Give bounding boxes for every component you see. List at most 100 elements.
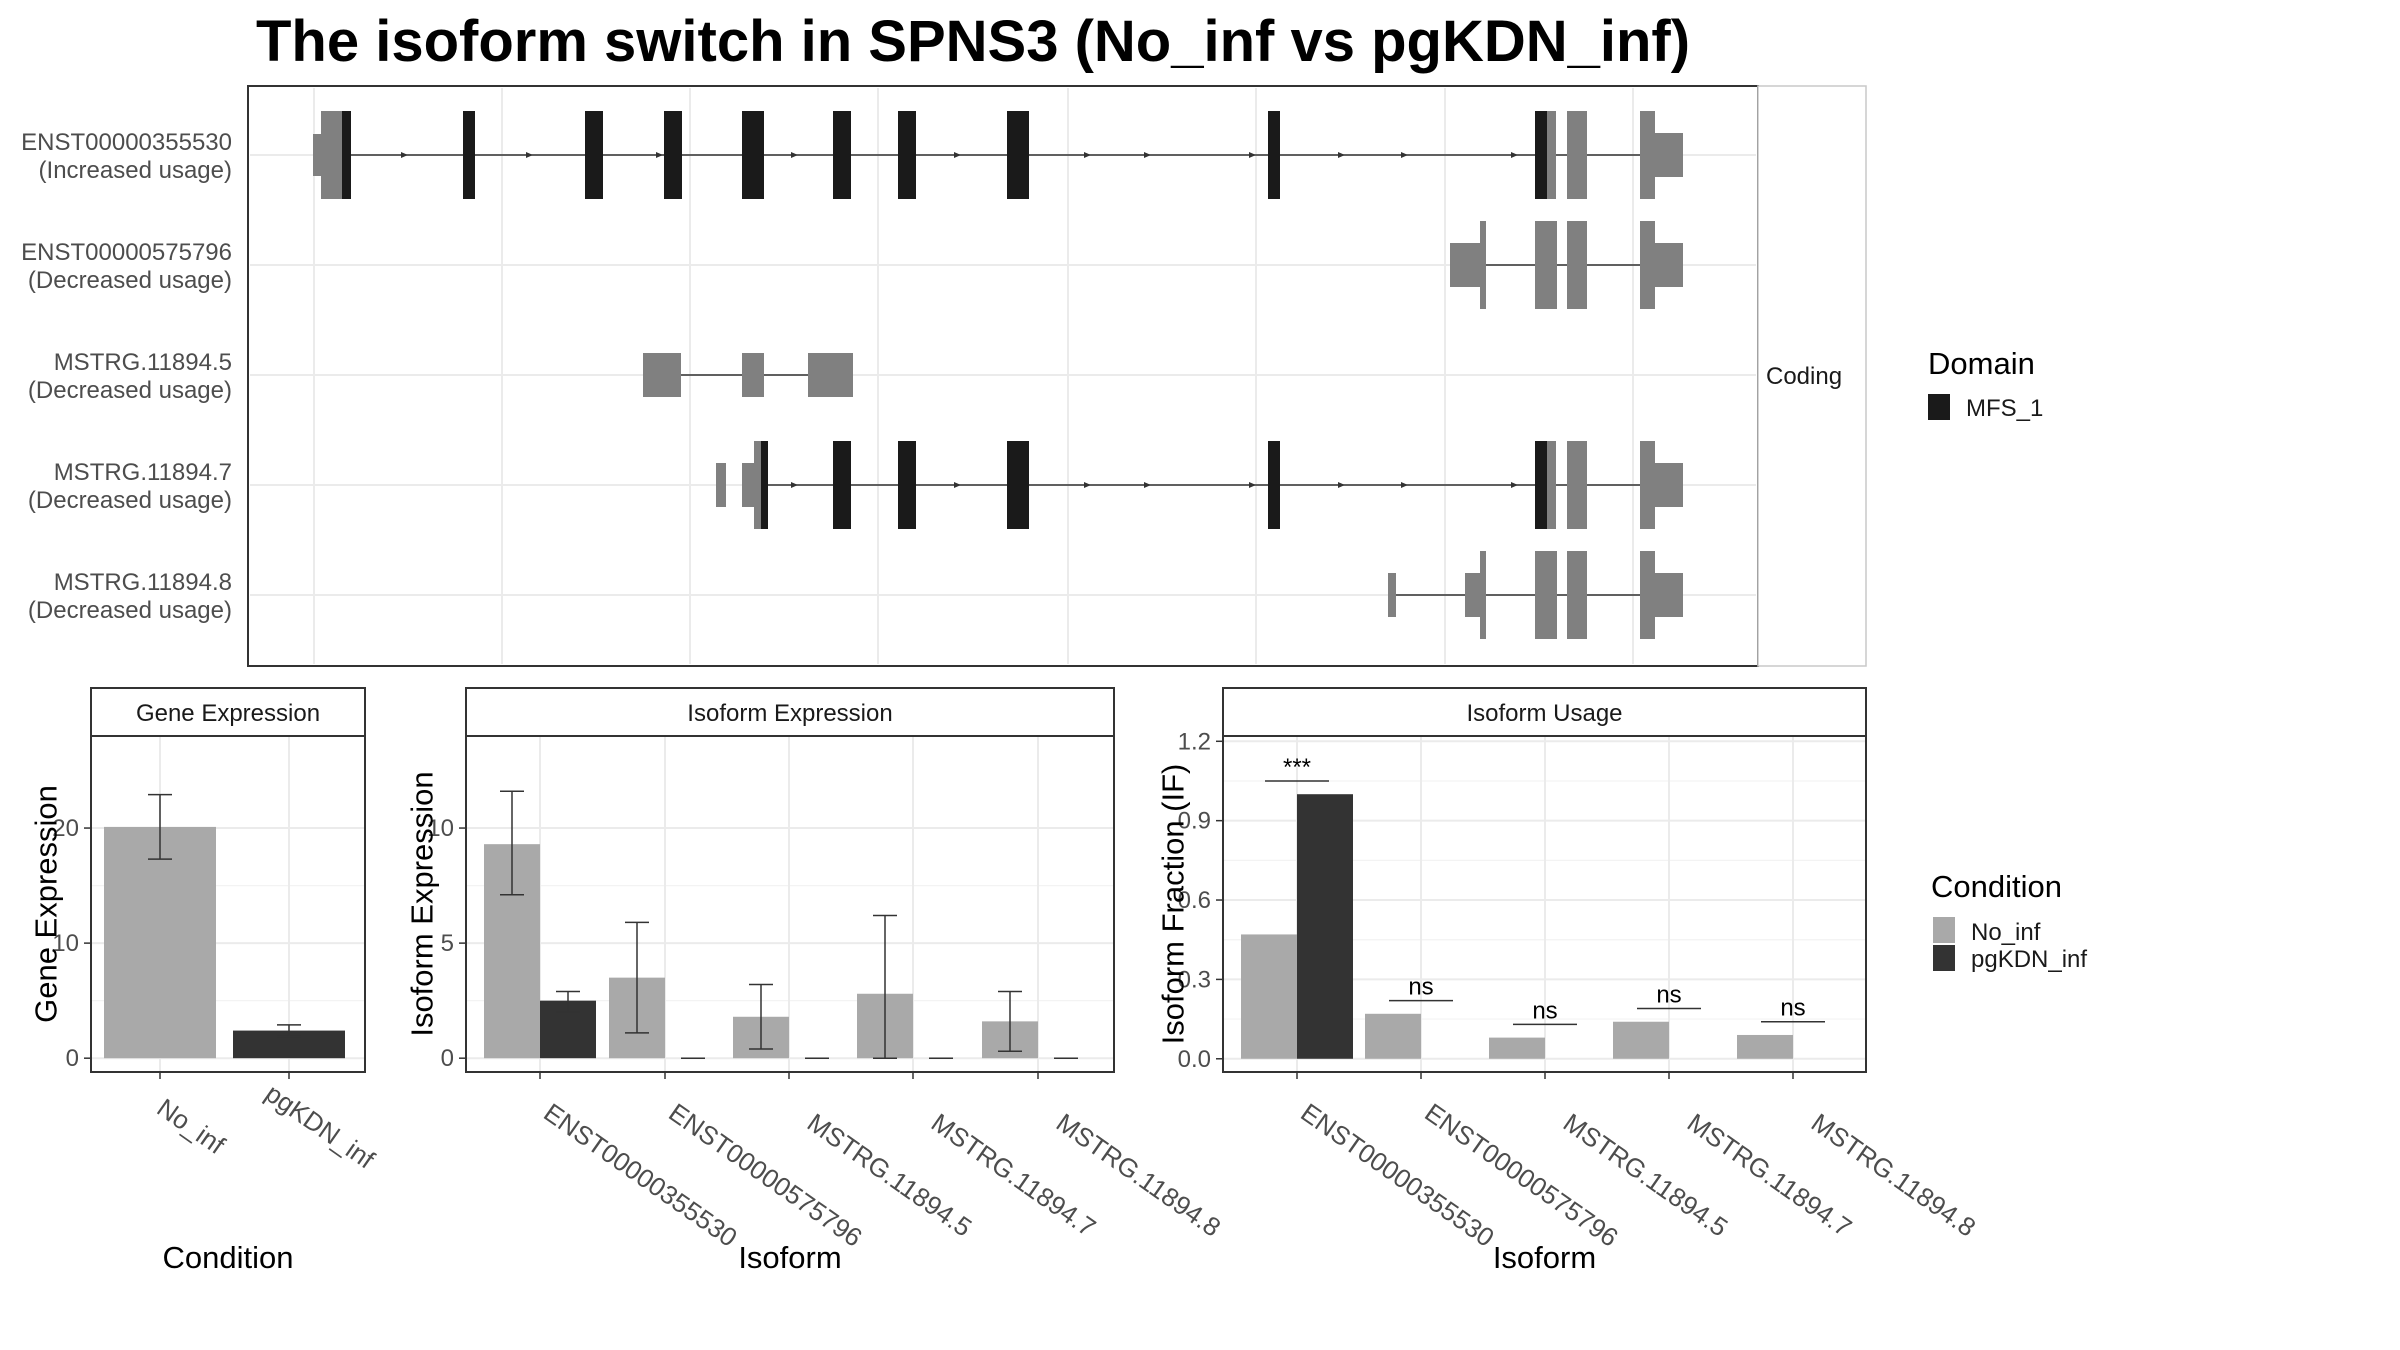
exon-block — [1640, 111, 1655, 199]
condition-label-pgkdn-inf: pgKDN_inf — [1971, 946, 2087, 973]
exon-block — [1567, 441, 1587, 529]
exon-domain-block — [898, 441, 916, 529]
bar — [1489, 1037, 1545, 1059]
transcript-labels: ENST00000355530(Increased usage) ENST0000… — [21, 129, 232, 624]
exon-block — [1640, 441, 1655, 529]
y-axis-title: Isoform Expression — [404, 771, 439, 1036]
intron-direction-arrow — [1249, 152, 1256, 158]
domain-legend-label: MFS_1 — [1966, 395, 2043, 422]
intron-direction-arrow — [1084, 152, 1091, 158]
y-axis-title: Isoform Fraction (IF) — [1155, 764, 1190, 1045]
exon-domain-block — [898, 111, 916, 199]
isoform-expression-panel: Isoform Expression0510ENST00000355530ENS… — [404, 687, 1226, 1275]
exon-block — [1535, 221, 1557, 309]
x-tick-label: No_inf — [152, 1092, 231, 1160]
condition-label-no-inf: No_inf — [1971, 919, 2041, 946]
domain-legend-key — [1928, 394, 1950, 420]
y-tick-label: 0 — [66, 1045, 79, 1072]
panel-strip — [465, 687, 1115, 737]
y-tick-label: 0.9 — [1178, 808, 1211, 835]
y-tick-label: 0.6 — [1178, 887, 1211, 914]
significance-label: ns — [1656, 982, 1681, 1009]
exon-block — [643, 353, 681, 397]
y-tick-label: 10 — [427, 815, 454, 842]
exon-domain-block — [833, 441, 851, 529]
x-axis-title: Isoform — [1493, 1240, 1596, 1275]
structure-marks — [313, 111, 1683, 639]
transcript-usage-label: (Increased usage) — [39, 157, 232, 184]
x-axis-title: Condition — [163, 1240, 294, 1275]
domain-legend-title: Domain — [1928, 346, 2035, 381]
intron-direction-arrow — [1144, 152, 1151, 158]
exon-block — [1547, 441, 1556, 529]
exon-domain-block — [761, 441, 768, 529]
exon-block — [1655, 573, 1683, 617]
transcript-id-label: MSTRG.11894.8 — [54, 569, 232, 596]
exon-domain-block — [742, 111, 764, 199]
intron-direction-arrow — [526, 152, 533, 158]
exon-domain-block — [1007, 441, 1029, 529]
exon-block — [1567, 551, 1587, 639]
x-tick-label: pgKDN_inf — [260, 1078, 381, 1175]
exon-domain-block — [833, 111, 851, 199]
bar — [1297, 794, 1353, 1059]
y-axis-title: Gene Expression — [28, 785, 63, 1023]
transcript-usage-label: (Decreased usage) — [28, 487, 232, 514]
intron-direction-arrow — [656, 152, 663, 158]
y-tick-label: 1.2 — [1178, 728, 1211, 755]
y-tick-label: 0.0 — [1178, 1046, 1211, 1073]
significance-label: ns — [1532, 997, 1557, 1024]
exon-block — [1480, 221, 1486, 309]
panel-strip-title: Isoform Usage — [1466, 700, 1622, 727]
intron-direction-arrow — [401, 152, 408, 158]
transcript-id-label: MSTRG.11894.5 — [54, 349, 232, 376]
strip-label: Coding — [1766, 363, 1842, 390]
exon-domain-block — [463, 111, 475, 199]
transcript-structure-panel: Coding ENST00000355530(Increased usage)E… — [21, 85, 1867, 667]
y-tick-label: 20 — [52, 815, 79, 842]
bar — [1365, 1013, 1421, 1059]
intron-direction-arrow — [1338, 152, 1345, 158]
significance-label: *** — [1283, 754, 1311, 781]
bar — [104, 826, 216, 1059]
exon-domain-block — [1268, 111, 1280, 199]
y-tick-label: 0 — [441, 1045, 454, 1072]
exon-domain-block — [1007, 111, 1029, 199]
condition-key-no-inf — [1933, 917, 1955, 943]
intron-direction-arrow — [1401, 152, 1408, 158]
exon-block — [1655, 133, 1683, 177]
bar — [1737, 1034, 1793, 1059]
significance-label: ns — [1408, 974, 1433, 1001]
panel-strip — [90, 687, 366, 737]
transcript-usage-label: (Decreased usage) — [28, 377, 232, 404]
exon-block — [754, 441, 761, 529]
exon-block — [1640, 551, 1655, 639]
intron-direction-arrow — [1511, 152, 1518, 158]
transcript-usage-label: (Decreased usage) — [28, 267, 232, 294]
intron-direction-arrow — [1338, 482, 1345, 488]
exon-domain-block — [1268, 441, 1280, 529]
exon-block — [1655, 243, 1683, 287]
intron-direction-arrow — [1511, 482, 1518, 488]
bar — [1613, 1021, 1669, 1059]
condition-legend-title: Condition — [1931, 869, 2062, 904]
significance-label: ns — [1780, 995, 1805, 1022]
transcript-id-label: ENST00000355530 — [21, 129, 232, 156]
exon-domain-block — [1535, 441, 1547, 529]
intron-direction-arrow — [1084, 482, 1091, 488]
exon-block — [1640, 221, 1655, 309]
exon-block — [321, 111, 343, 199]
transcript-usage-label: (Decreased usage) — [28, 597, 232, 624]
exon-block — [742, 463, 754, 507]
condition-legend: Condition No_inf pgKDN_inf — [1931, 869, 2087, 973]
bar — [1241, 934, 1297, 1059]
transcript-id-label: ENST00000575796 — [21, 239, 232, 266]
strip-box — [1757, 85, 1867, 667]
exon-domain-block — [664, 111, 682, 199]
panel-strip-title: Isoform Expression — [687, 700, 892, 727]
exon-block — [808, 353, 853, 397]
exon-block — [1388, 573, 1396, 617]
